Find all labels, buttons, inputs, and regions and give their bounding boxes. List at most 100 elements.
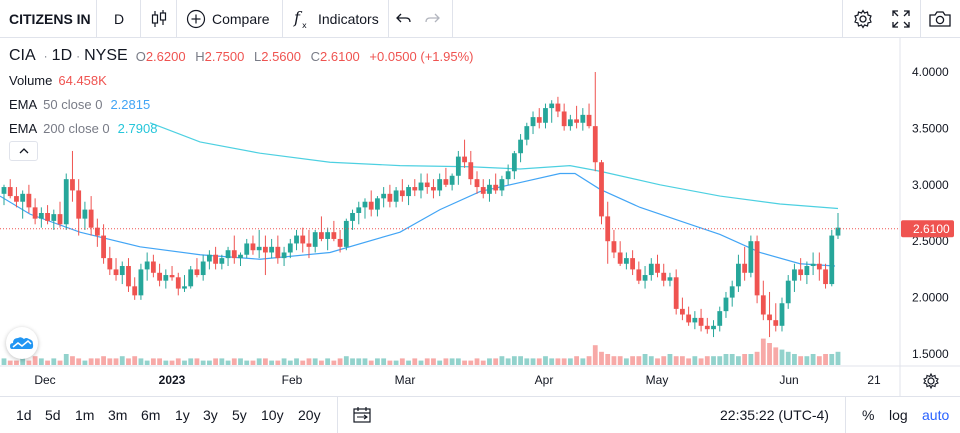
fullscreen-icon[interactable] bbox=[890, 0, 912, 38]
cloud-logo-icon bbox=[10, 337, 34, 349]
main-series-legend: CIA · 1D · NYSE O2.6200 H2.7500 L2.5600 … bbox=[9, 46, 479, 66]
volume-bar bbox=[493, 358, 499, 365]
volume-bar bbox=[592, 345, 598, 365]
symbol-search-button[interactable]: CITIZENS IN bbox=[9, 11, 91, 27]
range-5y-button[interactable]: 5y bbox=[232, 407, 247, 423]
candle-body bbox=[816, 263, 822, 270]
candle-body bbox=[132, 286, 138, 296]
candle-body bbox=[648, 263, 654, 276]
candle-body bbox=[113, 269, 119, 276]
candle-body bbox=[63, 179, 69, 225]
volume-bar bbox=[263, 358, 268, 365]
ema50-args: 50 close 0 bbox=[43, 96, 103, 112]
redo-icon[interactable] bbox=[424, 0, 440, 38]
volume-bar bbox=[387, 360, 393, 365]
candle-body bbox=[381, 193, 387, 199]
candle-body bbox=[480, 187, 486, 194]
settings-gear-icon[interactable] bbox=[852, 0, 874, 38]
undo-icon[interactable] bbox=[396, 0, 412, 38]
goto-date-icon[interactable] bbox=[353, 397, 371, 433]
candle-body bbox=[368, 201, 374, 210]
candle-body bbox=[424, 182, 430, 188]
candle-body bbox=[704, 325, 710, 330]
candlestick-series bbox=[1, 72, 841, 338]
toolbar-divider bbox=[845, 397, 846, 433]
range-5d-button[interactable]: 5d bbox=[45, 407, 61, 423]
candle-body bbox=[51, 214, 57, 221]
range-20y-button[interactable]: 20y bbox=[298, 407, 321, 423]
candle-body bbox=[399, 190, 405, 197]
axis-settings-icon[interactable] bbox=[923, 372, 939, 390]
volume-bar bbox=[26, 360, 32, 365]
collapse-legend-button[interactable] bbox=[9, 141, 38, 161]
range-1m-button[interactable]: 1m bbox=[75, 407, 95, 423]
volume-bar bbox=[331, 360, 337, 365]
chevron-up-icon bbox=[19, 148, 28, 154]
candle-body bbox=[511, 153, 517, 172]
volume-bar bbox=[70, 356, 75, 365]
clock-time[interactable]: 22:35:22 (UTC-4) bbox=[720, 407, 829, 423]
interval-button[interactable]: D bbox=[114, 11, 125, 27]
volume-bar bbox=[356, 358, 362, 365]
candle-body bbox=[636, 269, 642, 281]
volume-bar bbox=[107, 358, 113, 365]
candle-body bbox=[574, 119, 579, 123]
volume-bar bbox=[393, 360, 399, 365]
log-scale-button[interactable]: log bbox=[889, 407, 908, 423]
range-1d-button[interactable]: 1d bbox=[16, 407, 32, 423]
compare-label: Compare bbox=[212, 11, 270, 27]
range-6m-button[interactable]: 6m bbox=[141, 407, 161, 423]
volume-bar bbox=[325, 358, 331, 365]
ema200-legend[interactable]: EMA 200 close 0 2.7908 bbox=[9, 119, 157, 137]
volume-bar bbox=[524, 358, 530, 365]
candle-body bbox=[225, 250, 231, 259]
candle-body bbox=[231, 250, 237, 259]
volume-bar bbox=[163, 360, 169, 365]
volume-bar bbox=[736, 356, 741, 365]
volume-bar bbox=[269, 360, 275, 365]
volume-bar bbox=[150, 358, 156, 365]
ema50-legend[interactable]: EMA 50 close 0 2.2815 bbox=[9, 95, 150, 113]
range-10y-button[interactable]: 10y bbox=[261, 407, 284, 423]
volume-bar bbox=[748, 354, 754, 365]
candle-body bbox=[319, 232, 324, 239]
high-value: 2.7500 bbox=[204, 48, 245, 64]
candle-body bbox=[611, 241, 617, 253]
high-key: H bbox=[195, 48, 205, 64]
range-3m-button[interactable]: 3m bbox=[108, 407, 128, 423]
candle-body bbox=[281, 252, 287, 259]
volume-bar bbox=[449, 358, 455, 365]
candle-body bbox=[244, 243, 250, 255]
candles-chart-type-icon[interactable] bbox=[150, 0, 168, 38]
volume-bar bbox=[480, 360, 486, 365]
change-value: +0.0500 (+1.95%) bbox=[369, 48, 474, 64]
percent-scale-button[interactable]: % bbox=[862, 407, 875, 423]
volume-bar bbox=[312, 358, 318, 365]
legend-dot: · bbox=[76, 49, 81, 63]
tradingview-logo[interactable] bbox=[6, 327, 38, 359]
candle-body bbox=[437, 179, 443, 191]
last-price-badge-bg bbox=[901, 220, 954, 238]
camera-snapshot-icon[interactable] bbox=[929, 0, 951, 38]
range-1y-button[interactable]: 1y bbox=[175, 407, 190, 423]
top-toolbar: CITIZENS IN D Compare f x Indicators bbox=[0, 0, 960, 38]
volume-bar bbox=[773, 347, 779, 365]
volume-bar bbox=[375, 358, 380, 365]
range-3y-button[interactable]: 3y bbox=[203, 407, 218, 423]
volume-bar bbox=[835, 351, 841, 365]
candle-body bbox=[686, 314, 692, 323]
volume-legend[interactable]: Volume 64.458K bbox=[9, 71, 107, 89]
candle-body bbox=[835, 227, 841, 236]
price-chart[interactable]: 4.0000 3.5000 3.0000 2.5000 2.0000 1.5000 Dec… bbox=[0, 38, 960, 396]
candle-body bbox=[474, 179, 480, 188]
indicators-button[interactable]: f x Indicators bbox=[292, 0, 379, 38]
volume-bar bbox=[567, 358, 573, 365]
candle-body bbox=[555, 103, 561, 112]
compare-button[interactable]: Compare bbox=[186, 0, 270, 38]
candle-body bbox=[493, 184, 499, 191]
auto-scale-button[interactable]: auto bbox=[922, 407, 950, 423]
volume-bar bbox=[200, 360, 206, 365]
candle-body bbox=[630, 258, 636, 270]
volume-bar bbox=[250, 360, 256, 365]
price-tick-label: 4.0000 bbox=[912, 65, 949, 79]
